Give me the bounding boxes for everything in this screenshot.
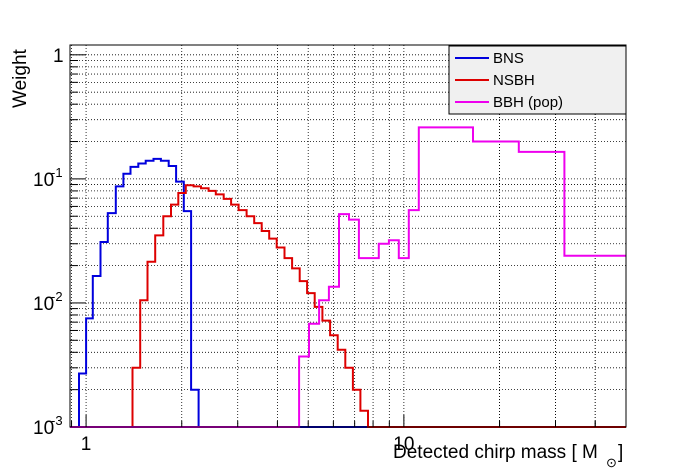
y-tick-label: 10 bbox=[33, 418, 54, 439]
y-tick-label: 10 bbox=[33, 294, 54, 315]
series-lines bbox=[70, 126, 626, 428]
legend-label: NSBH bbox=[493, 72, 535, 89]
x-axis-title: Detected chirp mass [ M ⊙ ] bbox=[393, 442, 623, 470]
series-line-nsbh bbox=[70, 184, 626, 428]
y-tick-exponent: -1 bbox=[51, 165, 63, 180]
series-line-bns bbox=[70, 157, 626, 428]
x-axis-title-end: ] bbox=[618, 442, 623, 463]
y-axis-title: Weight bbox=[10, 48, 31, 108]
y-tick-exponent: -3 bbox=[51, 413, 63, 428]
plot-frame bbox=[69, 44, 627, 428]
axis-ticks bbox=[70, 54, 627, 428]
legend: BNS NSBH BBH (pop) bbox=[448, 45, 627, 115]
x-axis-title-text: Detected chirp mass [ M bbox=[393, 442, 598, 463]
x-axis-title-sub: ⊙ bbox=[606, 455, 617, 470]
x-tick-label: 10 bbox=[393, 434, 414, 455]
legend-label: BNS bbox=[493, 50, 524, 67]
legend-label: BBH (pop) bbox=[493, 94, 563, 111]
y-tick-label: 1 bbox=[53, 46, 64, 67]
series-line-bbh-pop bbox=[70, 126, 626, 428]
y-tick-label: 10 bbox=[33, 170, 54, 191]
y-tick-exponent: -2 bbox=[51, 289, 63, 304]
x-tick-label: 1 bbox=[81, 434, 92, 455]
